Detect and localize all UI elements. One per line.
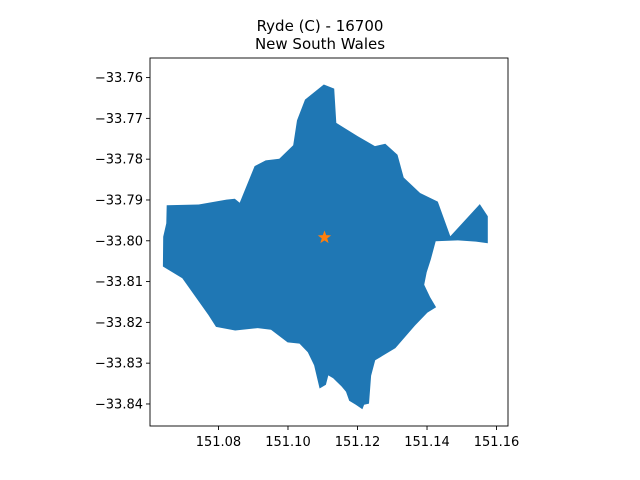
- y-tick-label: −33.84: [95, 397, 143, 412]
- x-tick-label: 151.12: [335, 435, 381, 450]
- x-tick-label: 151.14: [404, 435, 450, 450]
- y-tick-label: −33.78: [95, 153, 143, 168]
- map-subtitle: New South Wales: [255, 35, 385, 53]
- axes-frame: [149, 57, 509, 427]
- y-tick-label: −33.76: [95, 71, 143, 86]
- centroid-star-marker: [317, 230, 332, 244]
- x-tick-label: 151.16: [474, 435, 520, 450]
- x-tick-label: 151.10: [265, 435, 311, 450]
- x-tick-label: 151.08: [196, 435, 242, 450]
- y-tick-label: −33.77: [95, 112, 143, 127]
- region-boundary: [162, 84, 488, 410]
- y-tick-label: −33.83: [95, 357, 143, 372]
- y-axis: −33.76 −33.77 −33.78 −33.79 −33.80 −33.81 −33.…: [95, 71, 150, 412]
- plot-area: [162, 84, 488, 410]
- y-tick-label: −33.79: [95, 193, 143, 208]
- map-title: Ryde (C) - 16700: [257, 17, 384, 35]
- y-tick-label: −33.82: [95, 316, 143, 331]
- y-tick-label: −33.81: [95, 275, 143, 290]
- x-axis: 151.08 151.10 151.12 151.14 151.16: [196, 426, 520, 450]
- y-tick-label: −33.80: [95, 234, 143, 249]
